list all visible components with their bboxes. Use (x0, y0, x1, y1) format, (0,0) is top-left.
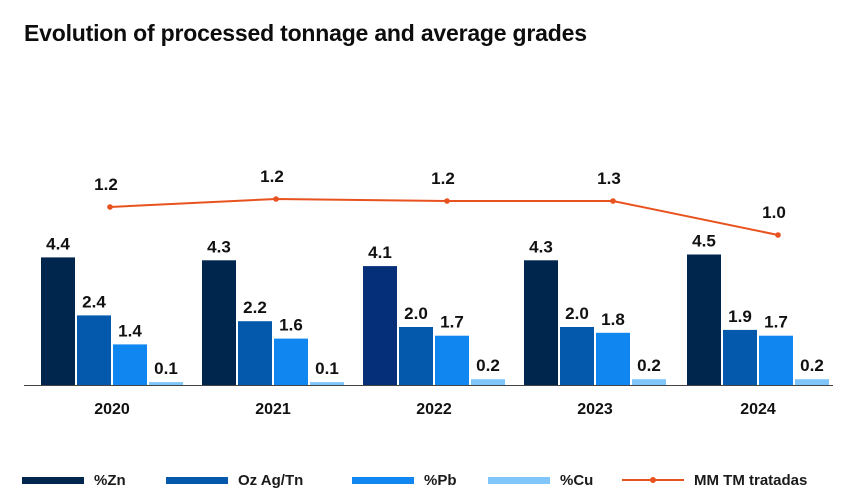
data-label-ag-2023: 2.0 (565, 304, 589, 323)
chart-plot: 4.4 4.3 4.1 4.3 4.5 2.4 2.2 2.0 2.0 1.9 1.4 1.6 1.7 1… (24, 167, 833, 418)
bar-zn-2023 (524, 260, 558, 385)
bar-cu-2021 (310, 382, 344, 385)
legend-label-line: MM TM tratadas (694, 471, 808, 489)
bar-ag-2023 (560, 327, 594, 385)
line-label-2021: 1.2 (260, 167, 284, 186)
data-label-cu-2023: 0.2 (637, 356, 661, 375)
line-label-2022: 1.2 (431, 169, 455, 188)
line-label-2024: 1.0 (762, 203, 786, 222)
bar-ag-2020 (77, 315, 111, 385)
bar-pb-2023 (596, 332, 630, 385)
data-label-cu-2024: 0.2 (800, 356, 824, 375)
bar-pb-2024 (759, 335, 793, 385)
bar-zn-2021 (202, 260, 236, 385)
legend-swatch-cu (488, 476, 550, 484)
legend-swatch-line (622, 476, 684, 484)
data-label-cu-2021: 0.1 (315, 359, 339, 378)
data-label-pb-2021: 1.6 (279, 316, 303, 335)
data-label-cu-2022: 0.2 (476, 356, 500, 375)
legend-item-zn: %Zn (22, 466, 126, 494)
data-label-pb-2024: 1.7 (764, 313, 788, 332)
bar-cu-2023 (632, 379, 666, 385)
legend-label-cu: %Cu (560, 471, 594, 489)
data-label-ag-2024: 1.9 (728, 307, 752, 326)
data-label-zn-2020: 4.4 (46, 234, 70, 253)
bar-zn-2024 (687, 254, 721, 385)
data-label-ag-2022: 2.0 (404, 304, 428, 323)
bar-zn-2020 (41, 257, 75, 385)
bar-ag-2024 (723, 329, 757, 385)
legend-item-ag: Oz Ag/Tn (166, 466, 303, 494)
data-label-pb-2022: 1.7 (440, 313, 464, 332)
legend-label-zn: %Zn (94, 471, 126, 489)
bar-cu-2024 (795, 379, 829, 385)
line-point-2023 (610, 198, 616, 204)
bar-ag-2022 (399, 327, 433, 385)
data-label-ag-2021: 2.2 (243, 298, 267, 317)
legend-item-line: MM TM tratadas (622, 466, 807, 494)
line-label-2023: 1.3 (597, 169, 621, 188)
bar-cu-2022 (471, 379, 505, 385)
data-label-zn-2024: 4.5 (692, 232, 716, 251)
legend-swatch-zn (22, 476, 84, 484)
data-label-zn-2021: 4.3 (207, 237, 231, 256)
x-tick-label-2020: 2020 (94, 401, 130, 418)
data-label-zn-2022: 4.1 (368, 243, 392, 262)
x-tick-label-2022: 2022 (416, 401, 452, 418)
legend-swatch-pb (352, 476, 414, 484)
chart-legend: %Zn Oz Ag/Tn %Pb %Cu MM TM tratadas (22, 466, 842, 494)
line-label-2020: 1.2 (94, 175, 118, 194)
bar-ag-2021 (238, 321, 272, 385)
bar-zn-2022 (363, 266, 397, 385)
x-tick-label-2024: 2024 (740, 401, 776, 418)
line-point-2022 (444, 198, 450, 204)
data-label-cu-2020: 0.1 (154, 359, 178, 378)
line-point-2020 (107, 204, 113, 210)
bar-pb-2021 (274, 338, 308, 385)
line-point-2024 (775, 232, 781, 238)
data-label-ag-2020: 2.4 (82, 292, 106, 311)
line-point-2021 (273, 196, 279, 202)
bar-cu-2020 (149, 382, 183, 385)
bar-pb-2022 (435, 335, 469, 385)
chart-title: Evolution of processed tonnage and avera… (24, 20, 587, 46)
data-label-zn-2023: 4.3 (529, 237, 553, 256)
x-tick-label-2023: 2023 (577, 401, 613, 418)
x-tick-label-2021: 2021 (255, 401, 291, 418)
bar-pb-2020 (113, 344, 147, 385)
data-label-pb-2023: 1.8 (601, 310, 625, 329)
legend-label-pb: %Pb (424, 471, 457, 489)
legend-label-ag: Oz Ag/Tn (238, 471, 304, 489)
legend-swatch-ag (166, 476, 228, 484)
line-series-mm-tm-tratadas (109, 197, 779, 236)
legend-item-pb: %Pb (352, 466, 457, 494)
data-label-pb-2020: 1.4 (118, 321, 142, 340)
legend-item-cu: %Cu (488, 466, 593, 494)
